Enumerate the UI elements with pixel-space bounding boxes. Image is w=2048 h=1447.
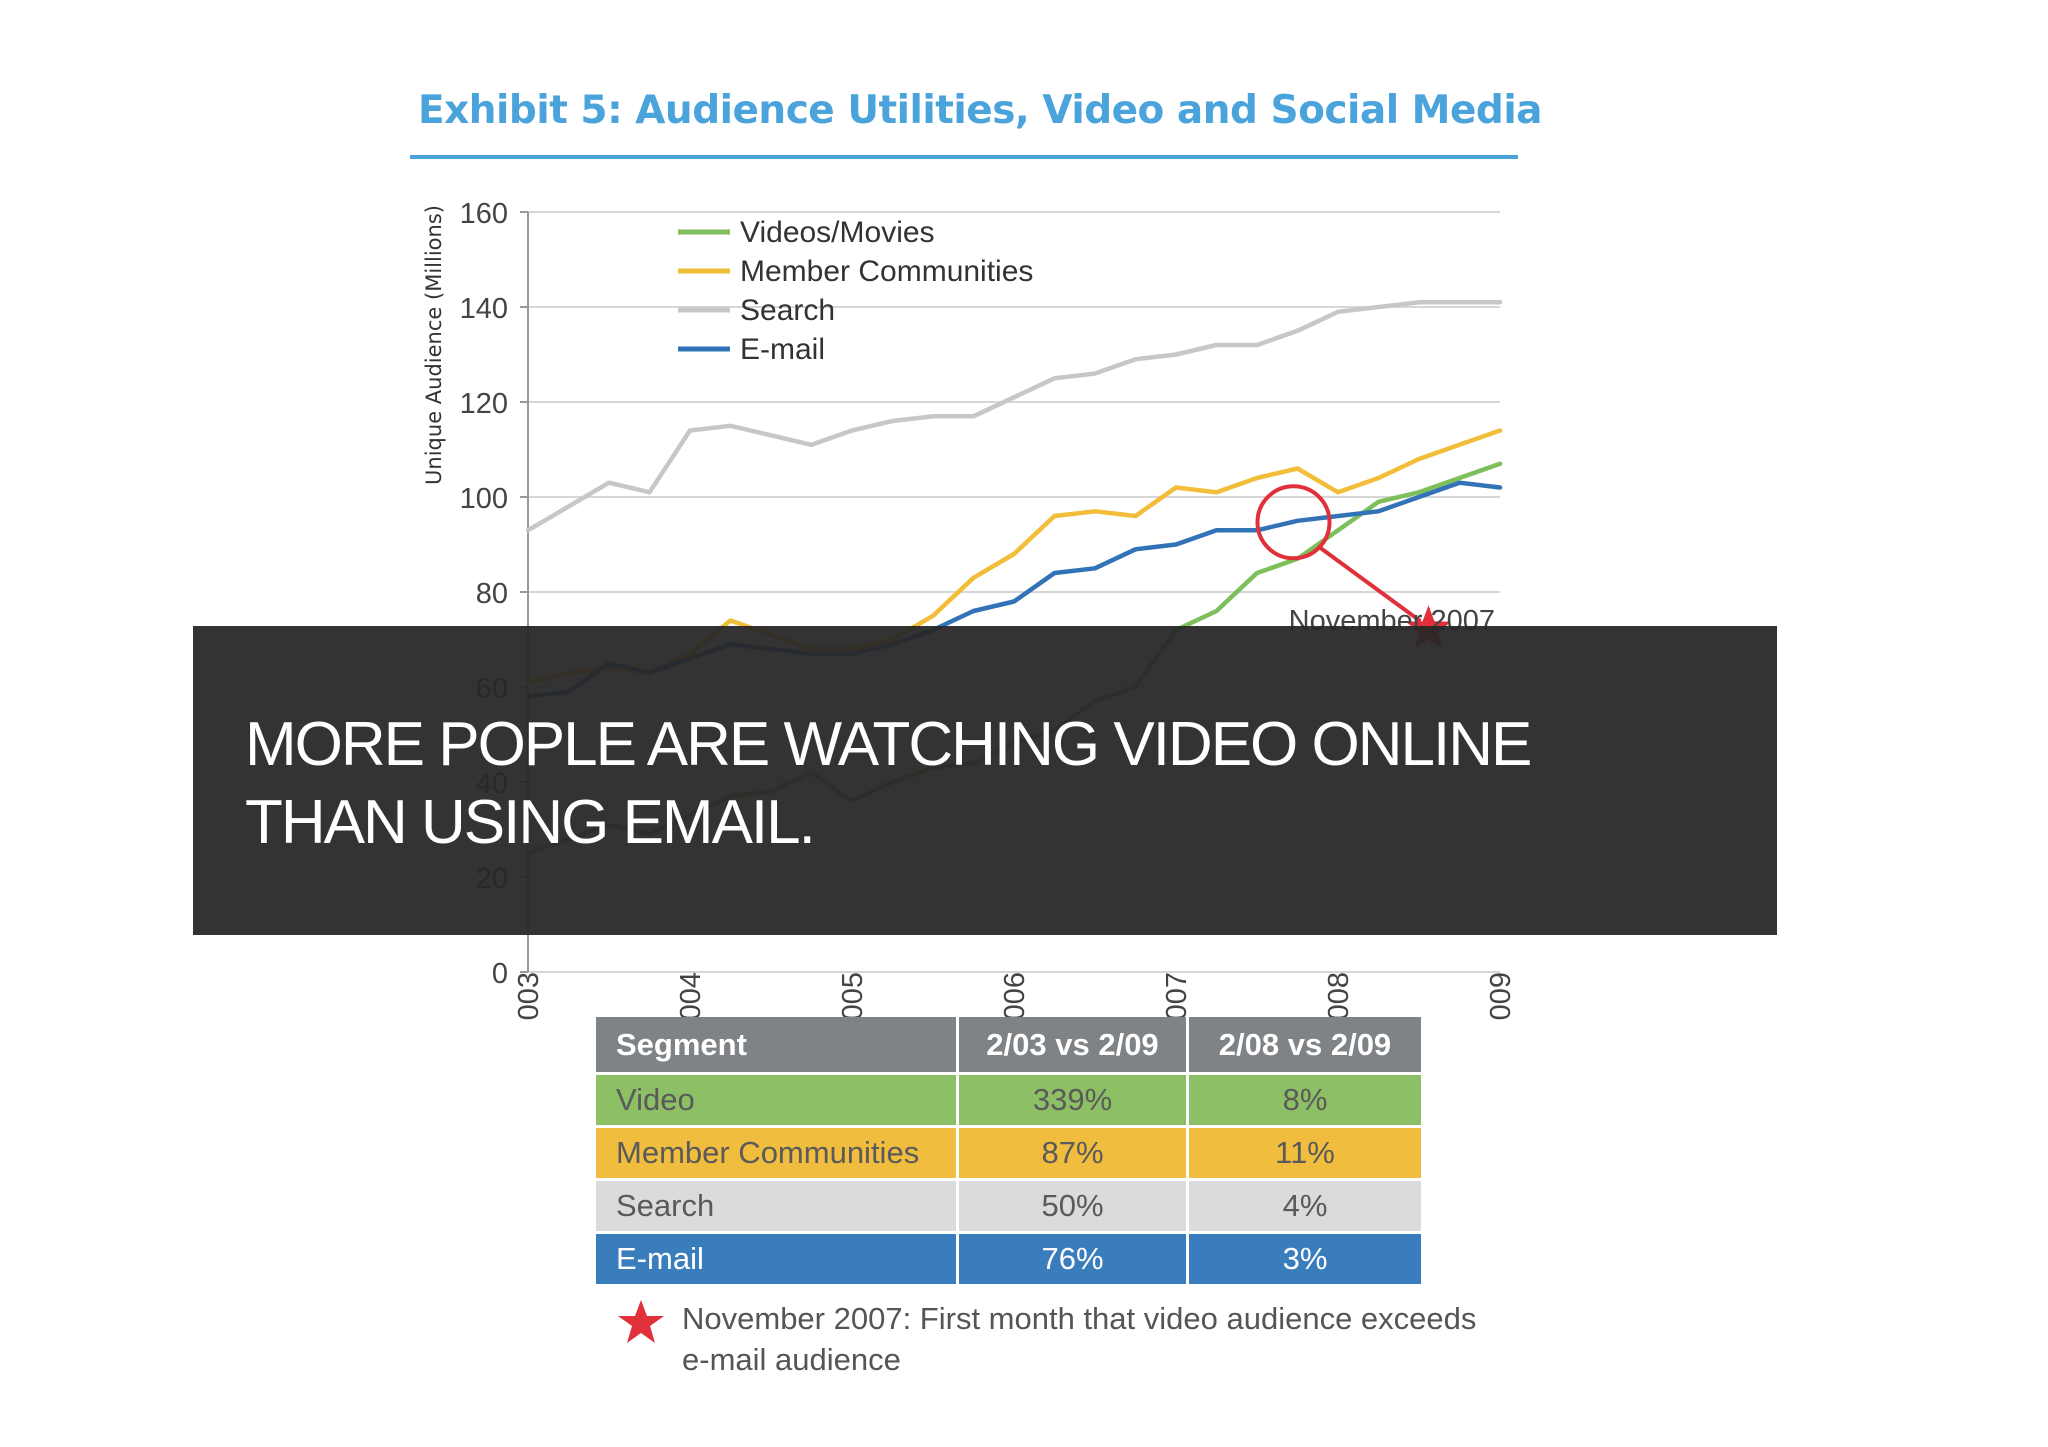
star-icon bbox=[618, 1300, 664, 1343]
segment-name: E-mail bbox=[596, 1234, 959, 1287]
growth-2008-2009: 8% bbox=[1189, 1075, 1421, 1128]
growth-2003-2009: 339% bbox=[959, 1075, 1189, 1128]
chart-title: Exhibit 5: Audience Utilities, Video and… bbox=[418, 88, 1543, 133]
y-tick-label: 80 bbox=[476, 578, 508, 610]
overlay-line-2: THAN USING EMAIL. bbox=[245, 788, 816, 857]
table-header-row: Segment 2/03 vs 2/09 2/08 vs 2/09 bbox=[596, 1017, 1421, 1075]
table-row: Video 339% 8% bbox=[596, 1075, 1421, 1128]
y-tick-label: 140 bbox=[460, 293, 508, 325]
y-tick-label: 120 bbox=[460, 388, 508, 420]
annotation-circle bbox=[1255, 484, 1332, 561]
table-row: Member Communities 87% 11% bbox=[596, 1128, 1421, 1181]
y-tick-label: 100 bbox=[460, 483, 508, 515]
growth-2008-2009: 11% bbox=[1189, 1128, 1421, 1181]
segment-name: Search bbox=[596, 1181, 959, 1234]
header-segment: Segment bbox=[596, 1017, 959, 1075]
y-axis-label: Unique Audience (Millions) bbox=[422, 205, 446, 485]
table-row: Search 50% 4% bbox=[596, 1181, 1421, 1234]
segment-name: Video bbox=[596, 1075, 959, 1128]
x-tick-label: 2/1/2004 bbox=[675, 972, 707, 1020]
growth-2003-2009: 50% bbox=[959, 1181, 1189, 1234]
table-row: E-mail 76% 3% bbox=[596, 1234, 1421, 1287]
legend-label: Videos/Movies bbox=[740, 216, 935, 249]
growth-2008-2009: 3% bbox=[1189, 1234, 1421, 1287]
legend-label: Search bbox=[740, 294, 835, 327]
caption-overlay: MORE POPLE ARE WATCHING VIDEO ONLINE THA… bbox=[193, 626, 1777, 935]
header-2008-vs-2009: 2/08 vs 2/09 bbox=[1189, 1017, 1421, 1075]
overlay-line-1: MORE POPLE ARE WATCHING VIDEO ONLINE bbox=[245, 710, 1532, 779]
legend-label: Member Communities bbox=[740, 255, 1033, 288]
legend: Videos/Movies Member Communities Search E-m… bbox=[678, 216, 1033, 366]
x-tick-label: 2/1/2008 bbox=[1323, 972, 1355, 1020]
x-tick-label: 2/1/2009 bbox=[1485, 972, 1517, 1020]
segment-name: Member Communities bbox=[596, 1128, 959, 1181]
x-tick-label: 2/1/2005 bbox=[837, 972, 869, 1020]
header-2003-vs-2009: 2/03 vs 2/09 bbox=[959, 1017, 1189, 1075]
segment-growth-table: Segment 2/03 vs 2/09 2/08 vs 2/09 Video … bbox=[596, 1017, 1421, 1287]
x-tick-label: 2/1/2006 bbox=[999, 972, 1031, 1020]
x-tick-label: 2/1/2003 bbox=[513, 972, 545, 1020]
growth-2008-2009: 4% bbox=[1189, 1181, 1421, 1234]
legend-label: E-mail bbox=[740, 333, 825, 366]
y-tick-label: 0 bbox=[492, 958, 508, 990]
title-rule bbox=[410, 155, 1518, 159]
y-tick-label: 160 bbox=[460, 198, 508, 230]
annotation-arrow bbox=[1318, 545, 1422, 623]
x-tick-label: 2/1/2007 bbox=[1161, 972, 1193, 1020]
growth-2003-2009: 76% bbox=[959, 1234, 1189, 1287]
footnote-text: November 2007: First month that video au… bbox=[682, 1301, 1477, 1377]
series-line-search bbox=[525, 300, 1503, 533]
overlay-caption: MORE POPLE ARE WATCHING VIDEO ONLINE THA… bbox=[245, 706, 1745, 862]
growth-2003-2009: 87% bbox=[959, 1128, 1189, 1181]
